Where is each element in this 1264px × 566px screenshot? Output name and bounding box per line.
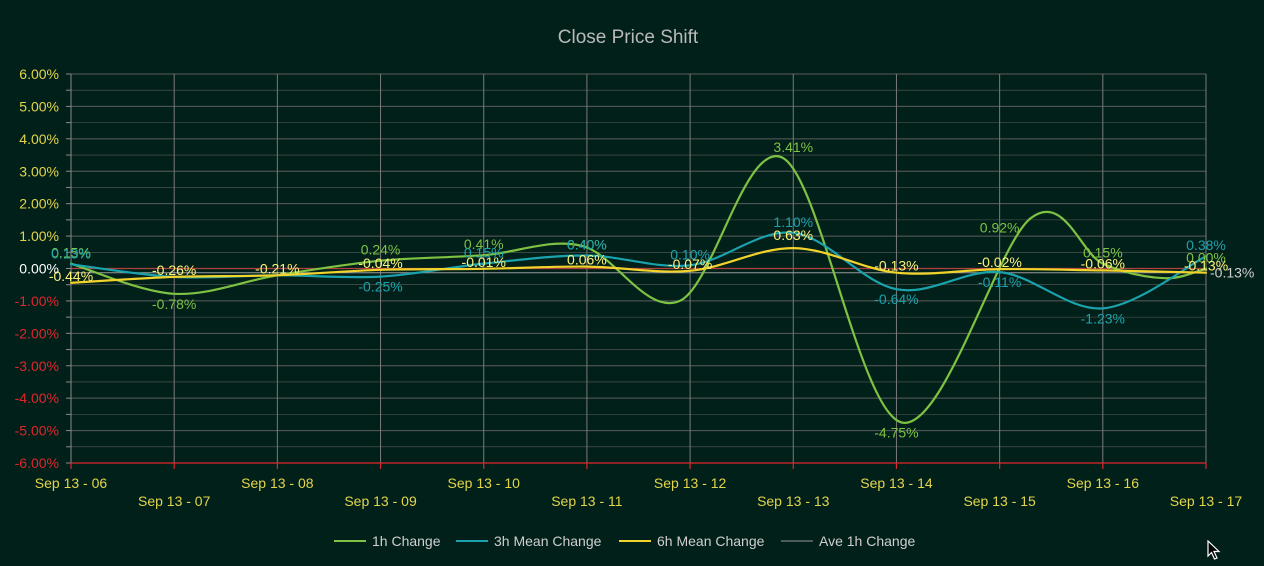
data-label: -0.06% xyxy=(1081,255,1125,271)
data-label: -0.13% xyxy=(1184,258,1228,274)
data-label: 0.15% xyxy=(51,245,91,261)
data-label: -0.07% xyxy=(668,256,712,272)
data-label: -0.13% xyxy=(874,258,918,274)
data-label: -0.64% xyxy=(874,291,918,307)
data-label: 0.00% xyxy=(1186,250,1226,266)
data-label: -0.44% xyxy=(49,268,93,284)
data-label: 0.13% xyxy=(51,245,91,261)
data-label: 0.15% xyxy=(464,245,504,261)
data-label: -0.25% xyxy=(358,279,402,295)
y-tick-label: -6.00% xyxy=(15,455,59,471)
data-label: -4.75% xyxy=(874,424,918,440)
data-labels: 0.15% -0.78% 0.24% 0.41% 0.40% 3.41% -4.75% 0.9… xyxy=(49,139,1255,441)
x-tick-label: Sep 13 - 16 xyxy=(1067,475,1140,491)
data-label: -0.04% xyxy=(358,255,402,271)
y-tick-label: 5.00% xyxy=(19,98,59,114)
y-axis: 6.00% 5.00% 4.00% 3.00% 2.00% 1.00% 0.00% -1.00… xyxy=(15,66,72,471)
data-label: -0.02% xyxy=(977,254,1021,270)
series-line-6h-mean-change xyxy=(69,246,1208,284)
legend-item-1h-change[interactable]: 1h Change xyxy=(334,533,441,549)
y-tick-label: 4.00% xyxy=(19,131,59,147)
y-tick-label: 2.00% xyxy=(19,196,59,212)
x-tick-label: Sep 13 - 11 xyxy=(551,493,623,509)
y-tick-label: -2.00% xyxy=(15,325,59,341)
legend[interactable]: 1h Change 3h Mean Change 6h Mean Change Ave… xyxy=(334,533,915,549)
y-tick-label: 3.00% xyxy=(19,163,59,179)
y-tick-label: -4.00% xyxy=(15,390,59,406)
x-tick-label: Sep 13 - 17 xyxy=(1170,493,1243,509)
y-tick-label: 0.00% xyxy=(19,261,59,277)
x-axis: Sep 13 - 06 Sep 13 - 07 Sep 13 - 08 Sep 13 … xyxy=(35,462,1243,509)
legend-label: 6h Mean Change xyxy=(657,533,765,549)
data-label: 0.41% xyxy=(464,236,504,252)
data-label: 0.92% xyxy=(980,220,1020,236)
data-label: 0.06% xyxy=(567,252,607,268)
x-tick-label: Sep 13 - 13 xyxy=(757,493,830,509)
x-tick-label: Sep 13 - 08 xyxy=(241,475,314,491)
series-line-1h-change xyxy=(69,155,1208,424)
data-label: 0.63% xyxy=(773,227,813,243)
data-label: -0.78% xyxy=(152,296,196,312)
data-label: 0.15% xyxy=(1083,245,1123,261)
legend-label: 3h Mean Change xyxy=(494,533,602,549)
legend-item-6h-mean-change[interactable]: 6h Mean Change xyxy=(619,533,765,549)
data-label: -1.23% xyxy=(1081,310,1125,326)
data-label: 0.24% xyxy=(361,242,401,258)
legend-item-ave-1h-change[interactable]: Ave 1h Change xyxy=(781,533,915,549)
mouse-cursor-icon xyxy=(1207,540,1221,560)
x-tick-label: Sep 13 - 15 xyxy=(963,493,1036,509)
legend-label: 1h Change xyxy=(372,533,441,549)
y-tick-label: 6.00% xyxy=(19,66,59,82)
data-label: 3.41% xyxy=(773,139,813,155)
data-label: 1.10% xyxy=(773,214,813,230)
data-label: -0.21% xyxy=(255,260,299,276)
x-tick-label: Sep 13 - 09 xyxy=(344,493,417,509)
chart-title: Close Price Shift xyxy=(558,27,699,48)
data-label: -0.11% xyxy=(978,274,1021,290)
legend-item-3h-mean-change[interactable]: 3h Mean Change xyxy=(456,533,602,549)
data-label: -0.13% xyxy=(1210,265,1254,281)
x-tick-label: Sep 13 - 07 xyxy=(138,493,211,509)
data-label: -0.01% xyxy=(462,254,506,270)
data-label: -0.26% xyxy=(152,262,196,278)
x-tick-label: Sep 13 - 12 xyxy=(654,475,727,491)
y-tick-label: -3.00% xyxy=(15,358,59,374)
data-label: 0.38% xyxy=(1186,237,1226,253)
x-tick-label: Sep 13 - 06 xyxy=(35,475,108,491)
y-tick-label: -1.00% xyxy=(15,293,59,309)
legend-label: Ave 1h Change xyxy=(819,533,915,549)
data-label: 0.40% xyxy=(567,237,607,253)
data-label: 0.40% xyxy=(567,237,607,253)
series-lines xyxy=(69,155,1208,424)
x-tick-label: Sep 13 - 10 xyxy=(448,475,521,491)
y-tick-label: -5.00% xyxy=(15,423,59,439)
x-tick-label: Sep 13 - 14 xyxy=(860,475,933,491)
data-label: 0.10% xyxy=(670,246,710,262)
y-tick-label: 1.00% xyxy=(19,228,59,244)
